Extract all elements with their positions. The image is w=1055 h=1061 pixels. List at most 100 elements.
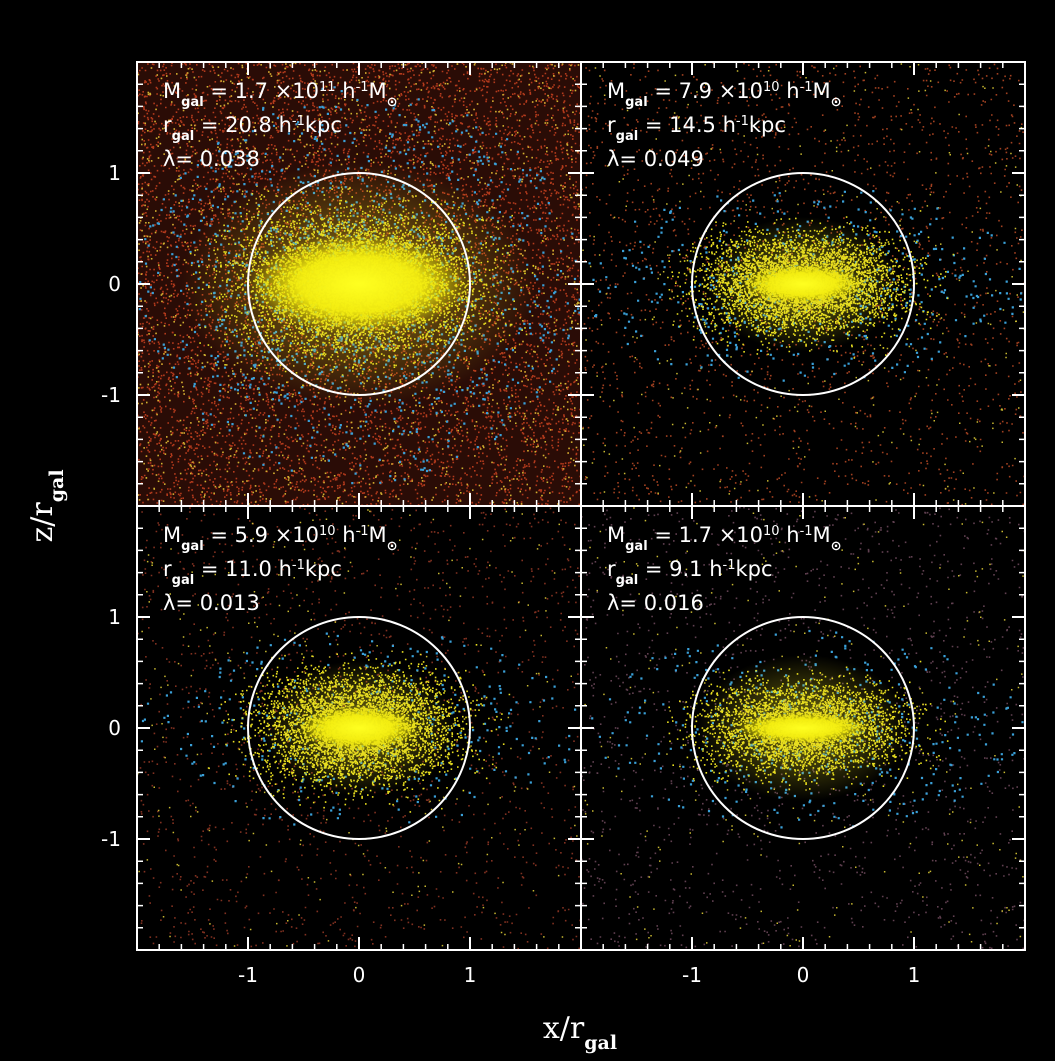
- particle-image: [581, 62, 1025, 506]
- text-sub: ⊙: [831, 95, 842, 110]
- text-sup: -1: [723, 558, 736, 573]
- minor-tick: [137, 506, 581, 950]
- minor-tick: [137, 62, 581, 506]
- annotation: rgal = 11.0 h-1kpc: [163, 557, 342, 588]
- particles: [667, 660, 955, 793]
- text-run: = 14.5 h: [638, 113, 736, 137]
- minor-tick: [581, 506, 1025, 950]
- minor-tick: [137, 62, 581, 506]
- minor-tick: [137, 506, 581, 950]
- text-run: z/r: [25, 502, 60, 543]
- minor-tick: [137, 506, 581, 950]
- text-run: M: [607, 79, 625, 103]
- text-run: M: [369, 523, 387, 547]
- text-run: r: [163, 113, 172, 137]
- minor-tick: [581, 506, 1025, 950]
- x-tick-label: 1: [464, 963, 477, 987]
- minor-tick: [137, 62, 581, 506]
- text-sub: gal: [616, 129, 639, 144]
- minor-tick: [581, 506, 1025, 950]
- text-run: h: [780, 79, 800, 103]
- minor-tick: [581, 62, 1025, 506]
- text-sup: 10: [319, 524, 336, 539]
- text-run: r: [163, 557, 172, 581]
- text-run: = 5.9 ×10: [204, 523, 319, 547]
- minor-tick: [137, 62, 581, 506]
- text-sup: -1: [800, 524, 813, 539]
- minor-tick: [581, 62, 1025, 506]
- annotation: λ= 0.013: [163, 591, 260, 615]
- r-gal-circle: [691, 172, 915, 396]
- minor-tick: [581, 506, 1025, 950]
- minor-tick: [137, 62, 581, 506]
- text-run: M: [369, 79, 387, 103]
- text-run: h: [780, 523, 800, 547]
- text-run: M: [163, 79, 181, 103]
- minor-tick: [137, 506, 581, 950]
- text-run: M: [607, 523, 625, 547]
- text-sub: gal: [625, 539, 648, 554]
- minor-tick: [137, 62, 581, 506]
- r-gal-circle: [247, 172, 471, 396]
- minor-tick: [581, 506, 1025, 950]
- text-sup: -1: [736, 114, 749, 129]
- minor-tick: [581, 62, 1025, 506]
- text-run: = 1.7 ×10: [204, 79, 319, 103]
- minor-tick: [137, 506, 581, 950]
- annotation: Mgal = 1.7 ×1010 h-1M⊙: [607, 523, 842, 554]
- minor-tick: [137, 62, 581, 506]
- particle-image: [137, 506, 581, 950]
- minor-tick: [137, 506, 581, 950]
- minor-tick: [581, 62, 1025, 506]
- minor-tick: [137, 506, 581, 950]
- minor-tick: [137, 62, 581, 506]
- text-run: r: [607, 557, 616, 581]
- minor-tick: [137, 506, 581, 950]
- text-run: = 20.8 h: [194, 113, 292, 137]
- y-tick-label: 0: [108, 272, 121, 296]
- galaxy-core: [248, 234, 470, 334]
- text-run: λ= 0.038: [163, 147, 260, 171]
- text-sup: 10: [763, 80, 780, 95]
- x-tick-label: 1: [908, 963, 921, 987]
- minor-tick: [581, 62, 1025, 506]
- minor-tick: [137, 506, 581, 950]
- minor-tick: [581, 62, 1025, 506]
- minor-tick: [137, 506, 581, 950]
- text-sup: -1: [356, 524, 369, 539]
- r-gal-circle: [691, 616, 915, 840]
- minor-tick: [137, 62, 581, 506]
- text-sub: ⊙: [831, 539, 842, 554]
- minor-tick: [581, 506, 1025, 950]
- annotation: Mgal = 7.9 ×1010 h-1M⊙: [607, 79, 842, 110]
- text-sup: 10: [763, 524, 780, 539]
- minor-tick: [137, 62, 581, 506]
- annotation: rgal = 14.5 h-1kpc: [607, 113, 786, 144]
- text-sub: ⊙: [387, 95, 398, 110]
- minor-tick: [581, 62, 1025, 506]
- y-axis-label: z/rgal: [25, 469, 68, 542]
- minor-tick: [581, 62, 1025, 506]
- particle-image: [581, 506, 1025, 950]
- r-gal-circle: [247, 616, 471, 840]
- minor-tick: [581, 62, 1025, 506]
- text-sub: gal: [181, 95, 204, 110]
- text-sub: gal: [46, 469, 68, 502]
- text-run: = 1.7 ×10: [648, 523, 763, 547]
- minor-tick: [137, 62, 581, 506]
- annotation: Mgal = 5.9 ×1010 h-1M⊙: [163, 523, 398, 554]
- text-run: h: [336, 523, 356, 547]
- galaxy-core: [736, 712, 870, 744]
- minor-tick: [137, 506, 581, 950]
- text-run: x/r: [543, 1011, 585, 1046]
- minor-tick: [581, 62, 1025, 506]
- annotation: Mgal = 1.7 ×1011 h-1M⊙: [163, 79, 398, 110]
- text-sup: 11: [319, 80, 336, 95]
- minor-tick: [137, 506, 581, 950]
- text-run: λ= 0.013: [163, 591, 260, 615]
